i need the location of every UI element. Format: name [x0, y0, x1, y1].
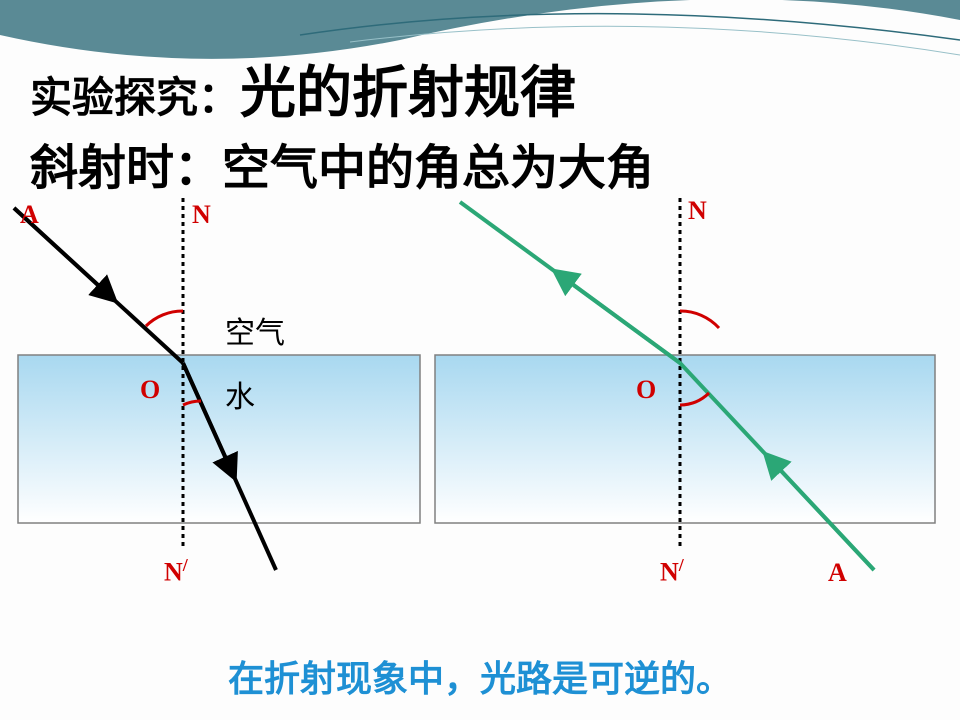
- label-A-right: A: [828, 558, 847, 588]
- angle-arc-upper-left: [146, 311, 183, 326]
- refraction-diagrams: [0, 0, 960, 720]
- water-box-right: [435, 355, 935, 523]
- label-O-left: O: [140, 375, 160, 405]
- left-diagram: [14, 198, 420, 570]
- right-diagram: [435, 198, 935, 570]
- label-air: 空气: [225, 308, 285, 352]
- label-water: 水: [225, 372, 255, 416]
- label-N-left: N: [192, 200, 211, 230]
- label-Nprime-left: N/: [164, 555, 188, 588]
- label-A-left: A: [20, 200, 39, 230]
- footer-caption: 在折射现象中，光路是可逆的。: [0, 650, 960, 702]
- label-Nprime-right: N/: [660, 555, 684, 588]
- angle-arc-upper-right: [680, 311, 719, 328]
- label-N-right: N: [688, 196, 707, 226]
- label-O-right: O: [636, 375, 656, 405]
